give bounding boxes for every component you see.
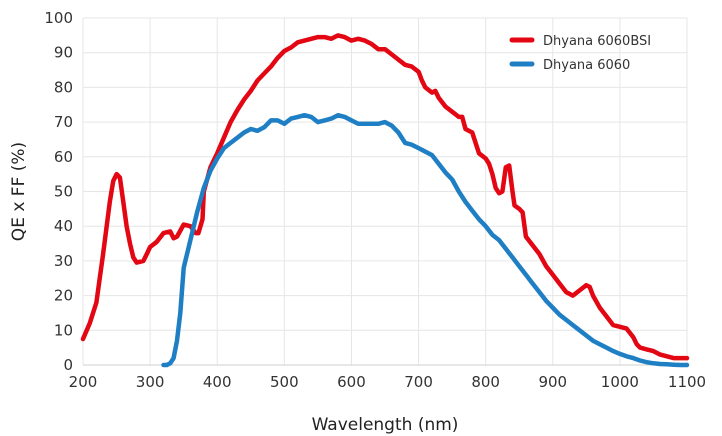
y-tick-label: 60 bbox=[54, 148, 73, 166]
x-tick-label: 900 bbox=[538, 373, 567, 391]
x-tick-label: 300 bbox=[136, 373, 165, 391]
y-tick-label: 30 bbox=[54, 252, 73, 270]
y-tick-label: 80 bbox=[54, 78, 73, 96]
x-tick-label: 600 bbox=[337, 373, 366, 391]
x-tick-label: 800 bbox=[471, 373, 500, 391]
y-tick-label: 90 bbox=[54, 44, 73, 62]
y-tick-label: 40 bbox=[54, 217, 73, 235]
y-tick-label: 50 bbox=[54, 183, 73, 201]
y-axis-title: QE x FF (%) bbox=[9, 142, 29, 241]
legend-label-1: Dhyana 6060 bbox=[543, 58, 630, 73]
x-tick-label: 700 bbox=[404, 373, 433, 391]
x-tick-label: 400 bbox=[203, 373, 232, 391]
y-tick-label: 100 bbox=[44, 9, 73, 27]
series-line-0 bbox=[80, 33, 690, 361]
y-tick-label: 20 bbox=[54, 287, 73, 305]
x-tick-label: 500 bbox=[270, 373, 299, 391]
y-tick-label: 70 bbox=[54, 113, 73, 131]
legend-label-0: Dhyana 6060BSI bbox=[543, 34, 651, 49]
x-axis-title: Wavelength (nm) bbox=[312, 415, 459, 435]
series-lines bbox=[80, 33, 690, 368]
y-tick-label: 0 bbox=[63, 356, 73, 374]
x-tick-label: 1000 bbox=[601, 373, 639, 391]
legend: Dhyana 6060BSI Dhyana 6060 bbox=[509, 34, 651, 73]
series-line-1 bbox=[161, 112, 690, 368]
x-tick-label: 200 bbox=[69, 373, 98, 391]
y-tick-label: 10 bbox=[54, 321, 73, 339]
axes: 200 300 400 500 600 700 800 900 1000 1100 0 10 20 30 4… bbox=[44, 9, 706, 391]
x-tick-label: 1100 bbox=[668, 373, 706, 391]
